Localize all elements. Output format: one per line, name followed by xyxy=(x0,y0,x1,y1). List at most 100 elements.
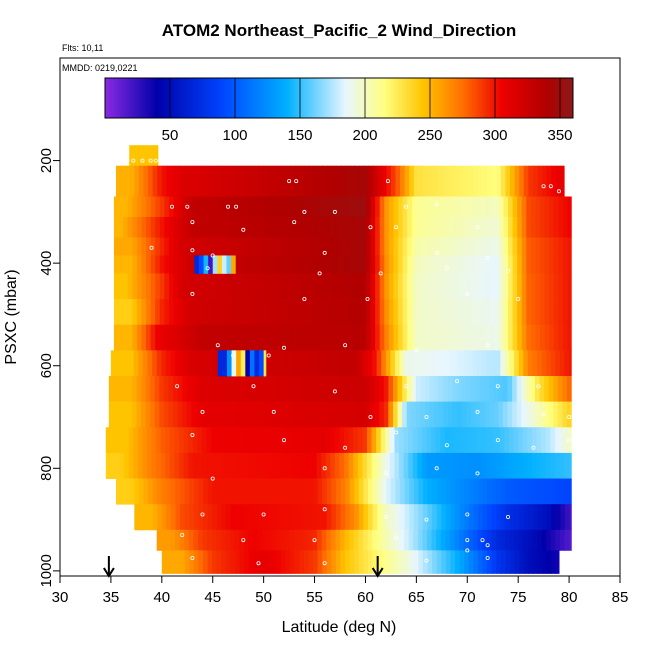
heatmap-cell xyxy=(379,401,385,428)
heatmap-cell xyxy=(237,299,243,326)
heatmap-cell xyxy=(198,478,204,505)
heatmap-cell xyxy=(449,452,455,479)
heatmap-cell xyxy=(283,324,289,351)
heatmap-cell xyxy=(528,165,534,197)
heatmap-cell xyxy=(297,196,303,218)
heatmap-cell xyxy=(514,350,520,377)
heatmap-cell xyxy=(296,401,302,428)
heatmap-cell xyxy=(223,216,230,238)
heatmap-cell xyxy=(148,165,154,197)
heatmap-cell xyxy=(170,478,177,505)
heatmap-cell xyxy=(375,273,381,300)
heatmap-cell xyxy=(315,273,321,300)
heatmap-cell xyxy=(500,550,507,574)
heatmap-cell xyxy=(127,273,133,300)
observation-point xyxy=(404,384,409,389)
heatmap-cell xyxy=(416,324,422,351)
heatmap-cell xyxy=(450,550,456,574)
heatmap-cell xyxy=(462,299,468,326)
heatmap-cell xyxy=(256,237,262,256)
heatmap-cell xyxy=(198,550,204,574)
heatmap-cell xyxy=(404,165,410,197)
heatmap-cell xyxy=(372,478,378,505)
heatmap-cell xyxy=(527,529,534,551)
heatmap-cell xyxy=(532,550,539,574)
heatmap-cell xyxy=(388,196,395,218)
heatmap-cell xyxy=(432,478,438,505)
heatmap-cell xyxy=(471,196,477,218)
heatmap-cell xyxy=(522,452,528,479)
heatmap-cell xyxy=(297,255,303,274)
heatmap-cell xyxy=(389,427,396,454)
heatmap-cell xyxy=(363,550,369,574)
heatmap-cell xyxy=(105,452,111,479)
heatmap-cell xyxy=(214,324,220,351)
heatmap-cell xyxy=(475,196,482,218)
heatmap-cell xyxy=(468,550,474,574)
heatmap-cell xyxy=(404,529,410,551)
heatmap-cell xyxy=(466,299,472,326)
heatmap-cell xyxy=(416,196,422,218)
observation-point xyxy=(148,158,153,163)
heatmap-cell xyxy=(320,255,326,274)
heatmap-cell xyxy=(508,255,514,274)
heatmap-cell xyxy=(526,255,532,274)
heatmap-cell xyxy=(237,196,243,218)
heatmap-cell xyxy=(518,452,524,479)
heatmap-cell xyxy=(349,529,355,551)
heatmap-cell xyxy=(146,216,152,238)
heatmap-cell xyxy=(430,196,436,218)
heatmap-cell xyxy=(353,427,359,454)
heatmap-cell xyxy=(494,216,500,238)
heatmap-cell xyxy=(494,324,500,351)
heatmap-cell xyxy=(386,550,392,574)
heatmap-cell xyxy=(184,529,190,551)
heatmap-cell xyxy=(266,529,272,551)
heatmap-cell xyxy=(243,452,249,479)
heatmap-cell xyxy=(271,504,277,531)
heatmap-cell xyxy=(170,504,177,531)
heatmap-cell xyxy=(371,427,377,454)
heatmap-cell xyxy=(124,427,130,454)
heatmap-cell xyxy=(349,550,355,574)
heatmap-cell xyxy=(398,324,404,351)
heatmap-cell xyxy=(232,401,238,428)
heatmap-cell xyxy=(379,299,385,326)
heatmap-cell xyxy=(310,196,317,218)
observation-point xyxy=(190,291,195,296)
heatmap-cell xyxy=(201,273,207,300)
heatmap-cell xyxy=(526,196,532,218)
heatmap-cell xyxy=(159,255,165,274)
heatmap-cell xyxy=(280,550,287,574)
heatmap-cell xyxy=(458,427,464,454)
flight-arrows xyxy=(103,556,384,578)
heatmap-cell xyxy=(198,165,204,197)
heatmap-cell xyxy=(489,273,495,300)
heatmap-cell xyxy=(457,273,463,300)
heatmap-cell xyxy=(228,273,234,300)
heatmap-cell xyxy=(558,299,564,326)
heatmap-cell xyxy=(480,255,486,274)
heatmap-cell xyxy=(265,299,271,326)
heatmap-cell xyxy=(464,478,470,505)
heatmap-cell xyxy=(358,478,365,505)
heatmap-cell xyxy=(233,216,239,238)
heatmap-cell xyxy=(413,504,419,531)
heatmap-cell xyxy=(301,196,307,218)
heatmap-cell xyxy=(191,273,198,300)
heatmap-cell xyxy=(480,375,486,403)
heatmap-cell xyxy=(555,478,562,505)
heatmap-cell xyxy=(191,324,198,351)
heatmap-cell xyxy=(340,504,346,531)
heatmap-cell xyxy=(228,237,234,256)
heatmap-cell xyxy=(219,196,225,218)
observation-point xyxy=(541,412,546,417)
heatmap-cell xyxy=(440,350,446,377)
heatmap-cell xyxy=(315,324,321,351)
heatmap-cell xyxy=(352,299,358,326)
heatmap-cell xyxy=(445,529,451,551)
heatmap-cell xyxy=(239,165,245,197)
heatmap-cell xyxy=(322,165,328,197)
heatmap-cell xyxy=(425,216,431,238)
heatmap-patch-cell xyxy=(231,350,237,377)
